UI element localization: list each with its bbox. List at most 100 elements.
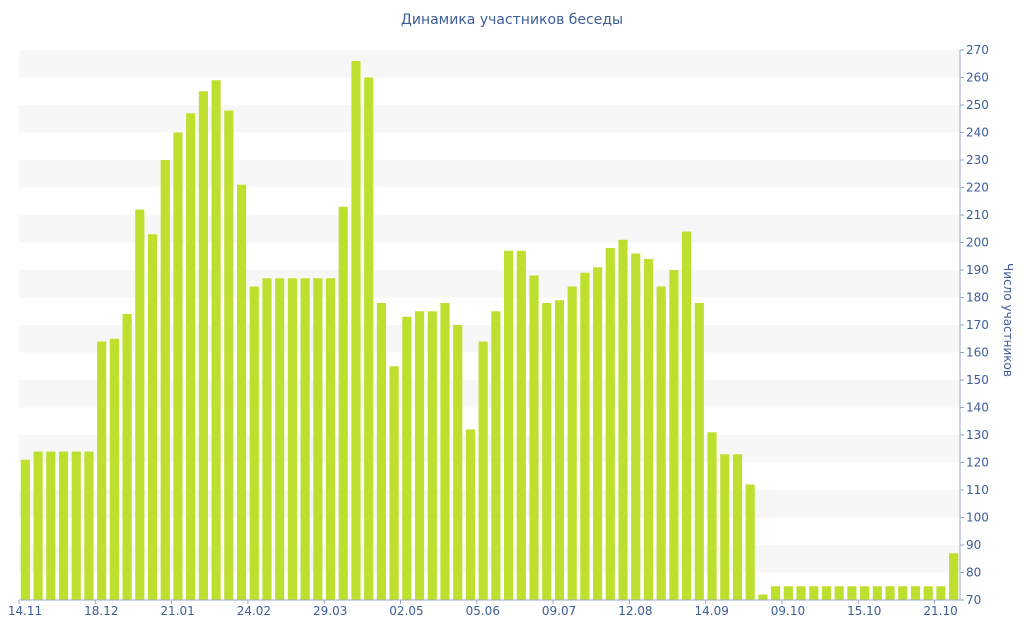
bar <box>364 77 374 600</box>
grid-band <box>19 160 960 188</box>
bar <box>440 303 450 600</box>
y-tick-label: 70 <box>966 593 981 607</box>
grid-band <box>19 215 960 243</box>
bar <box>898 586 908 600</box>
bar <box>847 586 857 600</box>
bar <box>643 259 654 600</box>
y-tick-label: 160 <box>966 346 989 360</box>
bar <box>236 184 247 600</box>
bars-group <box>20 61 959 600</box>
grid-band <box>19 270 960 298</box>
bar <box>109 338 119 600</box>
x-tick-label: 21.10 <box>923 604 957 618</box>
y-tick-label: 250 <box>966 98 989 112</box>
bar <box>707 432 717 600</box>
bar <box>669 270 679 600</box>
y-tick-label: 270 <box>966 43 989 57</box>
bar <box>771 586 781 600</box>
bar <box>593 267 603 600</box>
bar <box>821 586 832 600</box>
bar <box>313 278 323 600</box>
bar <box>300 278 310 600</box>
y-tick-label: 90 <box>966 538 981 552</box>
bar <box>796 586 806 600</box>
chart-title: Динамика участников беседы <box>400 12 624 28</box>
bar <box>872 586 882 600</box>
bar <box>745 484 755 600</box>
bar <box>758 594 768 600</box>
bar <box>173 132 183 600</box>
bar <box>834 586 844 600</box>
bar <box>453 325 463 600</box>
y-tick-label: 100 <box>966 511 989 525</box>
bar <box>542 303 552 600</box>
bar <box>198 91 208 600</box>
bar <box>910 586 921 600</box>
x-tick-label: 14.09 <box>694 604 728 618</box>
x-tick-label: 09.10 <box>771 604 805 618</box>
bar <box>504 250 514 600</box>
x-axis-ticks: 14.11 18.12 21.01 24.02 29.03 02.05 05.06 09.07… <box>8 600 958 618</box>
y-tick-label: 130 <box>966 428 989 442</box>
bar <box>402 316 412 600</box>
bar <box>732 454 743 600</box>
bar <box>389 366 399 600</box>
y-tick-label: 260 <box>966 71 989 85</box>
bar <box>275 278 285 600</box>
bar <box>605 248 615 600</box>
x-tick-label: 15.10 <box>847 604 881 618</box>
bar <box>656 286 666 600</box>
bar <box>720 454 730 600</box>
x-tick-label: 02.05 <box>389 604 423 618</box>
y-tick-label: 230 <box>966 153 989 167</box>
bar <box>376 303 386 600</box>
bar <box>465 429 476 600</box>
x-tick-label: 24.02 <box>237 604 271 618</box>
grid-band <box>19 50 960 78</box>
x-tick-label: 21.01 <box>160 604 194 618</box>
bar <box>338 206 348 600</box>
y-axis-title: Число участников <box>1001 263 1015 377</box>
bar <box>287 278 297 600</box>
bar <box>694 303 704 600</box>
bar <box>860 586 870 600</box>
bar <box>580 272 590 600</box>
y-tick-label: 240 <box>966 126 989 140</box>
bar <box>478 341 488 600</box>
grid-band <box>19 545 960 573</box>
x-tick-label: 18.12 <box>84 604 118 618</box>
bar <box>186 113 196 600</box>
bar <box>58 451 69 600</box>
grid-bands <box>19 50 960 573</box>
bar <box>33 451 43 600</box>
bar <box>147 234 158 600</box>
bar <box>97 341 107 600</box>
bar <box>936 586 946 600</box>
y-tick-label: 110 <box>966 483 989 497</box>
y-axis-ticks: 70 80 90 100 110 120 130 140 150 160 170 180 190 200 2… <box>960 43 989 607</box>
x-tick-label: 29.03 <box>313 604 347 618</box>
bar <box>71 451 81 600</box>
y-tick-label: 220 <box>966 181 989 195</box>
bar <box>325 278 336 600</box>
y-tick-label: 170 <box>966 318 989 332</box>
bar <box>491 311 501 600</box>
y-tick-label: 210 <box>966 208 989 222</box>
bar <box>783 586 793 600</box>
y-tick-label: 180 <box>966 291 989 305</box>
bar <box>46 451 56 600</box>
grid-band <box>19 380 960 408</box>
bar <box>631 253 641 600</box>
bar <box>554 300 565 600</box>
bar <box>135 209 145 600</box>
bar <box>529 275 539 600</box>
bar <box>618 239 628 600</box>
bar <box>351 61 361 600</box>
bar <box>414 311 425 600</box>
y-tick-label: 200 <box>966 236 989 250</box>
grid-band <box>19 105 960 133</box>
bar <box>923 586 933 600</box>
bar <box>122 314 132 600</box>
x-tick-label: 14.11 <box>8 604 42 618</box>
